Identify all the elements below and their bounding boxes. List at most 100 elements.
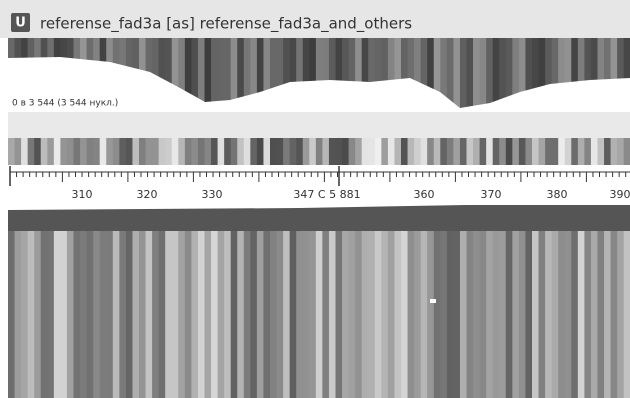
alignment-column: [336, 231, 343, 398]
consensus-column: [270, 138, 277, 165]
consensus-column: [309, 138, 316, 165]
consensus-column: [329, 138, 336, 165]
alignment-column: [355, 231, 362, 398]
consensus-column: [152, 138, 159, 165]
consensus-column: [106, 138, 113, 165]
consensus-column: [480, 138, 487, 165]
consensus-column: [381, 138, 388, 165]
consensus-column: [473, 138, 480, 165]
alignment-column: [303, 231, 310, 398]
page: U referense_fad3a [as] referense_fad3a_a…: [0, 0, 630, 398]
alignment-column: [401, 231, 408, 398]
consensus-column: [80, 138, 87, 165]
consensus-column: [460, 138, 467, 165]
alignment-column: [519, 231, 526, 398]
alignment-column: [453, 231, 460, 398]
window-title: referense_fad3a [as] referense_fad3a_and…: [40, 15, 412, 34]
coverage-column: [467, 38, 474, 112]
alignment-column: [113, 231, 120, 398]
alignment-column: [80, 231, 87, 398]
alignment-column: [60, 231, 67, 398]
consensus-band: [8, 138, 630, 165]
alignment-column: [15, 231, 22, 398]
consensus-column: [60, 138, 67, 165]
alignment-column: [545, 231, 552, 398]
alignment-column: [427, 231, 434, 398]
consensus-column: [263, 138, 270, 165]
alignment-column: [100, 231, 107, 398]
consensus-column: [440, 138, 447, 165]
consensus-column: [47, 138, 54, 165]
alignment-column: [565, 231, 572, 398]
alignment-column: [119, 231, 126, 398]
consensus-column: [15, 138, 22, 165]
consensus-column: [198, 138, 205, 165]
alignment-column: [205, 231, 212, 398]
alignment-column: [54, 231, 61, 398]
consensus-column: [34, 138, 41, 165]
consensus-column: [624, 138, 630, 165]
alignment-column: [270, 231, 277, 398]
consensus-column: [185, 138, 192, 165]
alignment-column: [277, 231, 284, 398]
alignment-column: [617, 231, 624, 398]
alignment-column: [139, 231, 146, 398]
icon-letter: U: [15, 16, 26, 31]
alignment-column: [8, 231, 15, 398]
consensus-column: [552, 138, 559, 165]
consensus-column: [257, 138, 264, 165]
consensus-column: [375, 138, 382, 165]
ruler-label: 370: [481, 188, 502, 201]
alignment-column: [473, 231, 480, 398]
consensus-column: [604, 138, 611, 165]
alignment-column: [211, 231, 218, 398]
alignment-column: [434, 231, 441, 398]
consensus-column: [296, 138, 303, 165]
consensus-column: [67, 138, 74, 165]
consensus-column: [453, 138, 460, 165]
alignment-column: [316, 231, 323, 398]
consensus-column: [368, 138, 375, 165]
alignment-column: [381, 231, 388, 398]
consensus-column: [290, 138, 297, 165]
consensus-column: [316, 138, 323, 165]
alignment-column: [250, 231, 257, 398]
alignment-column: [237, 231, 244, 398]
alignment-column: [558, 231, 565, 398]
consensus-column: [146, 138, 153, 165]
consensus-column: [611, 138, 618, 165]
alignment-column: [480, 231, 487, 398]
alignment-column: [362, 231, 369, 398]
consensus-column: [506, 138, 513, 165]
alignment-column: [329, 231, 336, 398]
consensus-column: [172, 138, 179, 165]
ruler-label: 310: [72, 188, 93, 201]
ruler-label: 360: [414, 188, 435, 201]
ruler-label: 320: [137, 188, 158, 201]
consensus-column: [486, 138, 493, 165]
consensus-column: [539, 138, 546, 165]
ruler-label: 347 C 5 881: [293, 188, 360, 201]
consensus-column: [578, 138, 585, 165]
alignment-column: [394, 231, 401, 398]
coverage-column: [480, 38, 487, 112]
consensus-column: [178, 138, 185, 165]
consensus-column: [21, 138, 28, 165]
alignment-column: [408, 231, 415, 398]
alignment-column: [499, 231, 506, 398]
alignment-column: [231, 231, 238, 398]
coverage-column: [453, 38, 460, 112]
consensus-column: [434, 138, 441, 165]
alignment-column: [460, 231, 467, 398]
consensus-column: [598, 138, 605, 165]
coverage-column: [486, 38, 493, 112]
consensus-column: [336, 138, 343, 165]
coverage-column: [211, 38, 218, 112]
consensus-column: [427, 138, 434, 165]
consensus-column: [408, 138, 415, 165]
consensus-column: [244, 138, 251, 165]
consensus-column: [8, 138, 15, 165]
consensus-column: [355, 138, 362, 165]
alignment-column: [224, 231, 231, 398]
alignment-column: [21, 231, 28, 398]
